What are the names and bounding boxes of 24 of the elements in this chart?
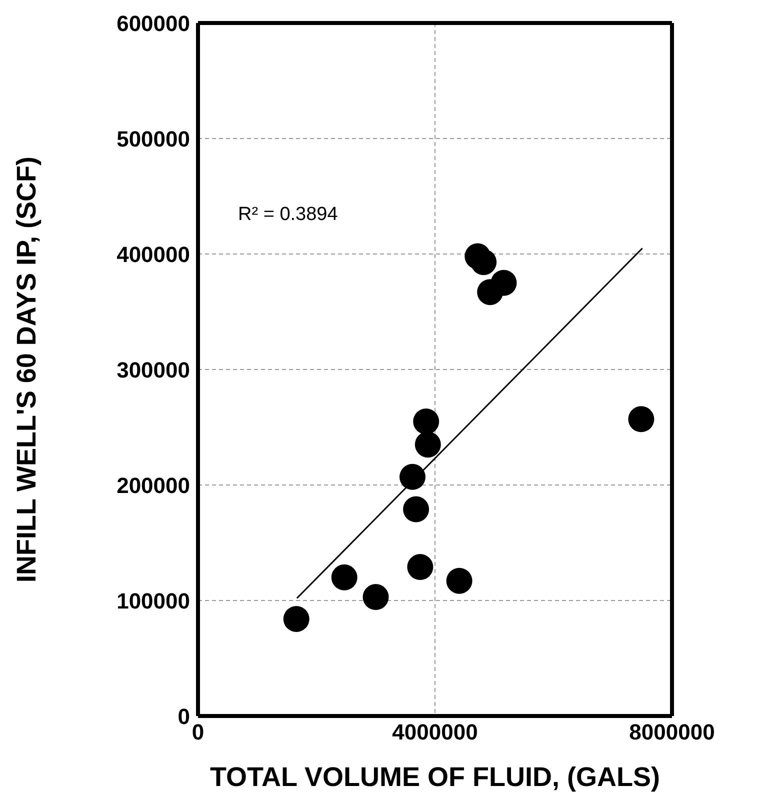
point <box>490 270 517 296</box>
y-tick-label: 500000 <box>116 126 190 152</box>
point <box>470 249 497 276</box>
point <box>407 554 434 580</box>
point <box>399 464 426 490</box>
point <box>331 564 358 590</box>
y-tick-label: 400000 <box>116 242 190 267</box>
point <box>446 568 472 594</box>
annotation: R² = 0.3894 <box>238 204 338 226</box>
x-tick-label: 4000000 <box>392 720 478 745</box>
y-axis-title: INFILL WELL'S 60 DAYS IP, (SCF) <box>12 156 42 582</box>
point <box>628 406 654 432</box>
point <box>283 606 310 632</box>
point <box>413 408 440 434</box>
point <box>403 496 430 522</box>
y-tick-label: 600000 <box>116 10 190 36</box>
y-tick-label: 100000 <box>116 588 190 614</box>
point <box>362 584 389 610</box>
point <box>414 432 441 458</box>
x-tick-label: 8000000 <box>629 720 715 745</box>
y-tick-label: 0 <box>178 704 190 729</box>
y-tick-label: 300000 <box>116 357 190 382</box>
x-axis-title: TOTAL VOLUME OF FLUID, (GALS) <box>210 762 660 792</box>
y-tick-label: 200000 <box>116 472 190 498</box>
